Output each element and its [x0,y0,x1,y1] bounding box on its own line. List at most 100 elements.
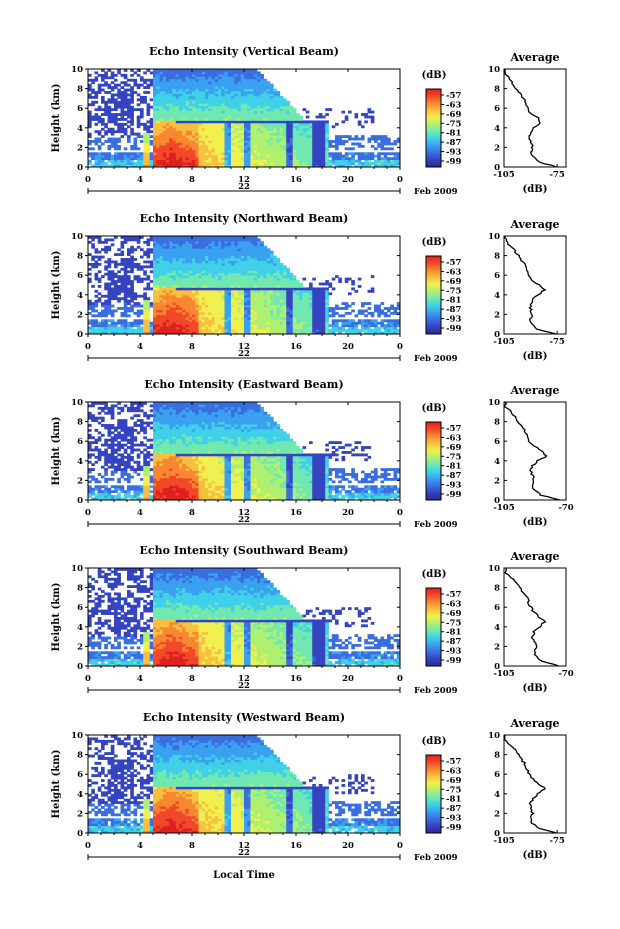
heatmap-cell [208,314,212,318]
heatmap-cell [179,83,183,87]
heatmap-cell [270,314,274,318]
heatmap-cell [208,137,212,141]
heatmap-cell [162,93,167,97]
heatmap-cell [218,122,222,126]
heatmap-cell [263,149,268,153]
heatmap-cell [192,98,196,102]
heatmap-cell [253,157,258,161]
heatmap-cell [224,86,229,89]
heatmap-cell [179,120,183,124]
heatmap-cell [182,110,186,114]
heatmap-cell [211,275,216,279]
heatmap-cell [205,135,209,138]
heatmap-cell [234,159,238,163]
heatmap-cell [188,164,193,168]
heatmap-cell [104,100,108,104]
heatmap-cell [162,329,167,332]
heatmap-cell [273,267,277,271]
heatmap-cell [117,91,121,94]
heatmap-cell [231,262,235,266]
heatmap-cell [218,321,222,325]
heatmap-cell [354,142,359,146]
heatmap-cell [153,285,157,288]
heatmap-cell [169,152,173,156]
heatmap-cell [195,125,199,129]
heatmap-cell [234,154,238,158]
heatmap-cell [292,302,297,305]
heatmap-cell [227,307,232,310]
heatmap-cell [185,127,190,131]
heatmap-cell [227,103,232,107]
heatmap-cell [166,267,170,271]
heatmap-cell [315,115,320,119]
heatmap-cell [218,164,222,168]
heatmap-cell [305,147,310,151]
heatmap-cell [231,135,235,138]
heatmap-cell [156,302,160,305]
heatmap-cell [247,86,251,89]
heatmap-cell [309,135,313,138]
heatmap-cell [276,108,281,112]
heatmap-cell [224,113,229,116]
heatmap-cell [227,262,232,266]
heatmap-cell [299,130,303,134]
heatmap-cell [244,127,248,131]
heatmap-cell [325,289,329,293]
heatmap-cell [101,135,105,138]
heatmap-cell [114,280,118,283]
heatmap-cell [136,69,141,72]
heatmap-cell [182,154,186,158]
heatmap-cell [104,73,108,77]
heatmap-cell [172,157,177,161]
heatmap-cell [266,321,271,325]
heatmap-cell [195,285,199,288]
heatmap-cell [250,142,255,146]
heatmap-cell [296,147,300,151]
heatmap-cell [143,302,147,305]
heatmap-cell [266,149,271,153]
heatmap-cell [263,132,268,136]
heatmap-cell [195,255,199,259]
heatmap-cell [185,299,190,303]
heatmap-cell [123,127,128,131]
heatmap-cell [110,142,115,146]
heatmap-cell [146,243,151,247]
heatmap-cell [234,78,238,82]
heatmap-cell [312,294,316,298]
heatmap-cell [283,162,287,165]
heatmap-cell [120,262,125,266]
heatmap-cell [114,118,118,121]
heatmap-cell [234,250,238,254]
heatmap-cell [211,130,216,134]
heatmap-cell [331,311,336,315]
heatmap-cell [286,115,290,119]
heatmap-cell [331,307,336,310]
heatmap-cell [166,262,170,266]
heatmap-cell [224,135,229,138]
heatmap-cell [185,130,190,134]
heatmap-cell [195,236,199,239]
heatmap-cell [257,265,261,269]
heatmap-cell [266,316,271,320]
heatmap-cell [153,157,157,161]
heatmap-cell [101,321,105,325]
heatmap-cell [231,120,235,124]
heatmap-cell [221,331,225,335]
heatmap-cell [312,130,316,134]
heatmap-cell [162,76,167,80]
heatmap-cell [117,140,121,143]
heatmap-cell [218,149,222,153]
heatmap-cell [309,144,313,148]
heatmap-cell [247,236,251,239]
heatmap-cell [182,294,186,298]
heatmap-cell [325,144,329,148]
heatmap-cell [175,245,180,249]
heatmap-cell [172,95,177,99]
heatmap-cell [292,329,297,332]
heatmap-cell [221,314,225,318]
heatmap-cell [393,142,398,146]
heatmap-cell [166,98,170,102]
heatmap-cell [276,302,281,305]
heatmap-cell [276,91,281,94]
heatmap-cell [166,236,170,239]
